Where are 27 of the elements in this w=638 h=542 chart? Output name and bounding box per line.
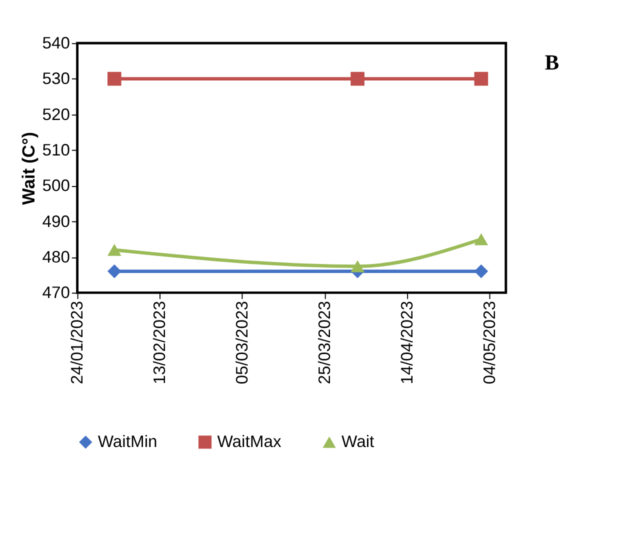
legend-label: WaitMin: [98, 432, 158, 452]
y-tick-label: 510: [42, 140, 70, 160]
point: [474, 264, 488, 278]
x-tick-label: 25/03/2023: [314, 300, 334, 384]
y-axis-title: Wait (C°): [18, 132, 38, 205]
x-tick-label: 13/02/2023: [150, 300, 170, 384]
x-tick-label: 04/05/2023: [480, 300, 499, 384]
point: [107, 72, 122, 86]
x-tick-label: 05/03/2023: [232, 300, 252, 384]
y-tick-label: 480: [42, 247, 70, 266]
x-tick-label: 14/04/2023: [397, 300, 416, 384]
x-tick-label: 24/01/2023: [68, 300, 87, 384]
text: B: [544, 50, 560, 75]
legend-label: WaitMax: [217, 432, 282, 452]
point: [474, 233, 488, 246]
y-tick-label: 500: [42, 176, 70, 196]
y-tick-label: 530: [42, 69, 70, 88]
point: [107, 264, 122, 278]
point: [474, 72, 488, 86]
point: [350, 72, 364, 86]
y-tick-label: 540: [42, 34, 70, 53]
y-tick-label: 520: [42, 104, 70, 124]
point: [350, 260, 364, 272]
y-tick-label: 470: [42, 283, 70, 302]
y-tick-label: 490: [42, 212, 70, 231]
legend-label: Wait: [342, 432, 375, 452]
point: [107, 244, 122, 256]
